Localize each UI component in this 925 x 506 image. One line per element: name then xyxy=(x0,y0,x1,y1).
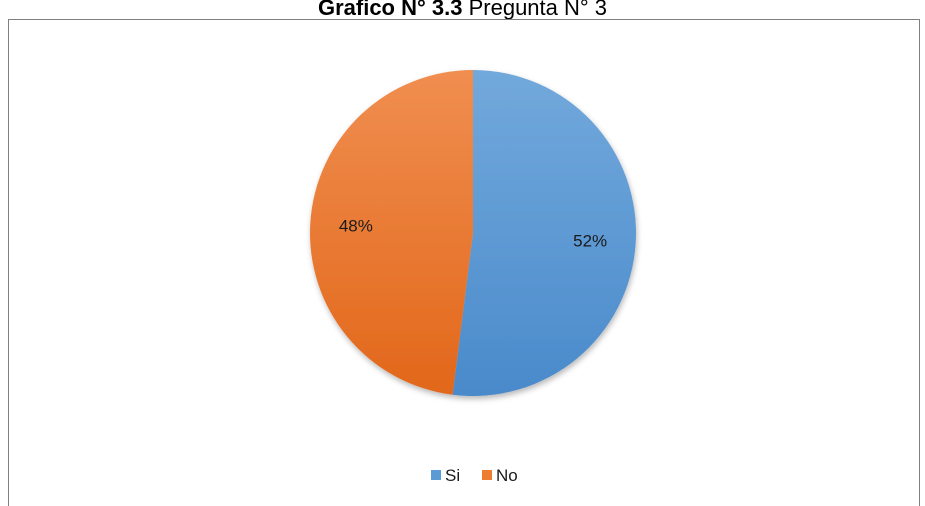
legend-label-no: No xyxy=(496,466,518,485)
chart-title-regular: Pregunta N° 3 xyxy=(462,0,608,20)
data-label-si: 52% xyxy=(573,231,607,250)
chart-title-bold: Grafico N° 3.3 xyxy=(317,0,463,20)
legend-swatch-si xyxy=(431,470,441,480)
chart-title: Grafico N° 3.3 Pregunta N° 3 xyxy=(0,0,925,21)
legend-label-si: Si xyxy=(445,466,460,485)
legend-swatch-no xyxy=(482,470,492,480)
pie-slice-no xyxy=(310,70,473,395)
data-label-no: 48% xyxy=(339,217,373,236)
legend: Si No xyxy=(431,466,518,485)
pie-slice-si xyxy=(452,70,637,396)
